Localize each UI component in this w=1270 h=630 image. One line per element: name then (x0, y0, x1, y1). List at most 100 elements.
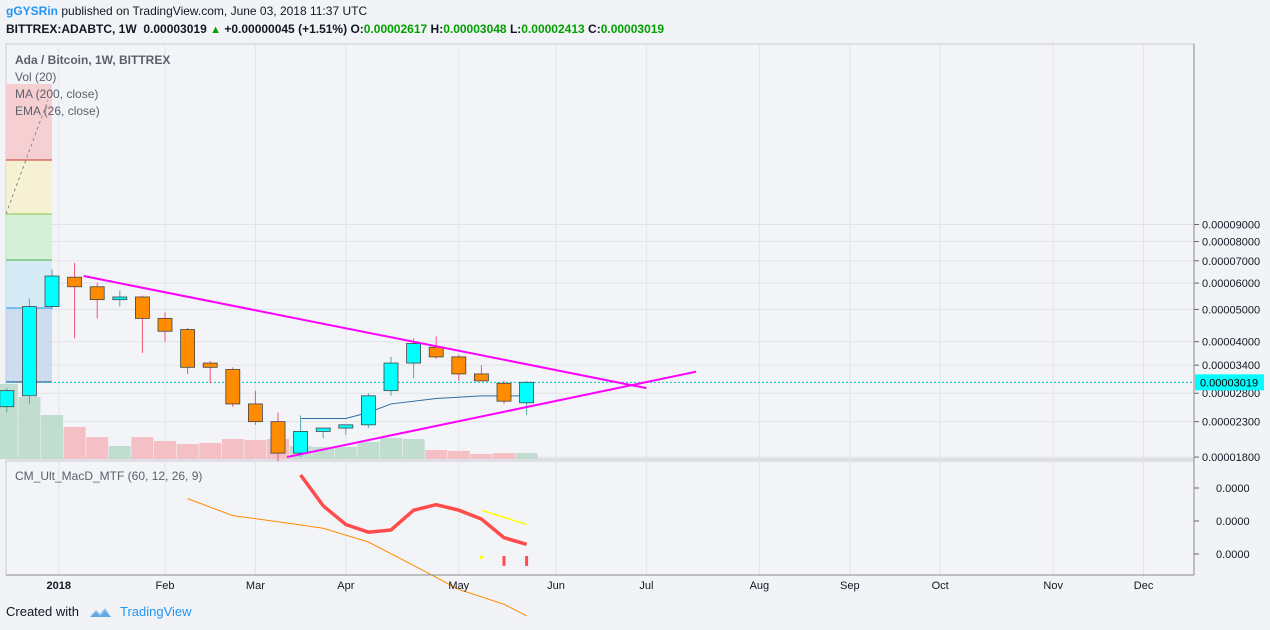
last-price: 0.00003019 (143, 22, 207, 36)
fib-diagonal (5, 99, 49, 215)
time-label: Feb (156, 580, 175, 592)
volume-bar (86, 437, 109, 459)
candle-body (44, 275, 60, 307)
close-label: C: (588, 22, 601, 36)
candle-body (428, 346, 444, 358)
volume-bar (402, 439, 425, 459)
volume-bar (493, 453, 515, 459)
published-text: published on TradingView.com, June 03, 2… (61, 4, 368, 18)
tradingview-link[interactable]: TradingView (120, 604, 192, 619)
macd-axis-label: 0.0000 (1216, 549, 1250, 561)
price-label: 0.00001800 (1202, 452, 1260, 464)
open-value: 0.00002617 (363, 22, 428, 36)
time-label: Oct (932, 580, 949, 592)
volume-bar (425, 450, 448, 459)
candle-body (383, 362, 399, 392)
legend-volume[interactable]: Vol (20) (15, 70, 57, 84)
high-value: 0.00003048 (443, 22, 507, 36)
price-label: 0.00005000 (1202, 304, 1260, 316)
candle-body (315, 427, 331, 432)
legend-macd[interactable]: CM_Ult_MacD_MTF (60, 12, 26, 9) (15, 469, 203, 483)
volume-bar (131, 437, 154, 459)
candle-body (89, 286, 105, 301)
price-label: 0.00003400 (1202, 360, 1260, 372)
created-with-label: Created with (6, 604, 79, 619)
low-value: 0.00002413 (521, 22, 585, 36)
candle-body (180, 329, 196, 368)
candle-body (225, 369, 241, 405)
candle-body (202, 362, 218, 368)
candle-body (338, 424, 354, 429)
low-label: L: (509, 22, 522, 36)
candle-body (112, 296, 128, 301)
candle-body (134, 296, 150, 319)
price-label: 0.00009000 (1202, 220, 1260, 232)
price-pane (5, 43, 1195, 460)
candle-body (21, 306, 37, 397)
candle-body (247, 403, 263, 423)
candle-body (519, 381, 534, 404)
price-label: 0.00004000 (1202, 337, 1260, 349)
time-label: Apr (337, 580, 354, 592)
candle-body (360, 395, 376, 426)
volume-bar (244, 440, 267, 459)
author-name[interactable]: gGYSRin (6, 4, 59, 18)
fib-zone (6, 214, 52, 260)
macd-axis-label: 0.0000 (1216, 483, 1250, 495)
price-label: 0.00007000 (1202, 256, 1260, 268)
macd-histogram-bar (502, 556, 506, 566)
symbol-label: BITTREX:ADABTC, 1W (6, 22, 137, 36)
volume-bar (221, 439, 244, 459)
open-label: O: (350, 22, 364, 36)
candle-body (451, 356, 467, 375)
macd-line (299, 473, 528, 546)
candle-body (67, 276, 82, 288)
candle-body (0, 390, 15, 408)
time-label: Jul (639, 580, 653, 592)
ohlc-header: BITTREX:ADABTC, 1W 0.00003019 ▲ +0.00000… (6, 22, 664, 36)
up-arrow-icon: ▲ (210, 24, 221, 36)
fib-zone (6, 84, 52, 160)
macd-pane (5, 460, 1195, 576)
volume-bar (199, 443, 222, 459)
volume-bar (108, 446, 131, 459)
candle-body (270, 421, 286, 454)
fib-zone (6, 160, 52, 214)
legend-ma[interactable]: MA (200, close) (15, 87, 99, 101)
time-label: Dec (1134, 580, 1154, 592)
price-label: 0.00002800 (1202, 388, 1260, 400)
signal-line (481, 509, 527, 526)
trendline (83, 275, 647, 390)
volume-bar (470, 454, 493, 459)
footer: Created with TradingView (6, 604, 192, 620)
price-label: 0.00006000 (1202, 278, 1260, 290)
time-label: May (448, 580, 469, 592)
close-value: 0.00003019 (600, 22, 665, 36)
time-label: Sep (840, 580, 860, 592)
volume-bar (447, 451, 470, 459)
chart-title: Ada / Bitcoin, 1W, BITTREX (15, 53, 171, 67)
price-label: 0.00002300 (1202, 417, 1260, 429)
volume-bar (18, 397, 41, 459)
volume-bar (63, 427, 86, 459)
legend-ema[interactable]: EMA (26, close) (15, 104, 100, 118)
volume-bar (154, 441, 176, 459)
candle-body (406, 343, 422, 364)
time-label: Jun (547, 580, 565, 592)
volume-bar (176, 444, 199, 459)
tradingview-logo-icon (89, 607, 111, 617)
candle-body (157, 317, 173, 332)
macd-histogram-bar (525, 556, 529, 566)
candle-body (293, 430, 309, 454)
time-label: Aug (750, 580, 770, 592)
last-price-tag (1195, 374, 1264, 391)
price-label: 0.00008000 (1202, 237, 1260, 249)
time-label: Nov (1043, 580, 1063, 592)
trendline (286, 370, 697, 459)
volume-bar (357, 442, 380, 459)
volume-bar (334, 447, 357, 459)
macd-histogram-bar (479, 556, 483, 559)
volume-bar (380, 438, 402, 459)
candle-body (496, 382, 512, 402)
